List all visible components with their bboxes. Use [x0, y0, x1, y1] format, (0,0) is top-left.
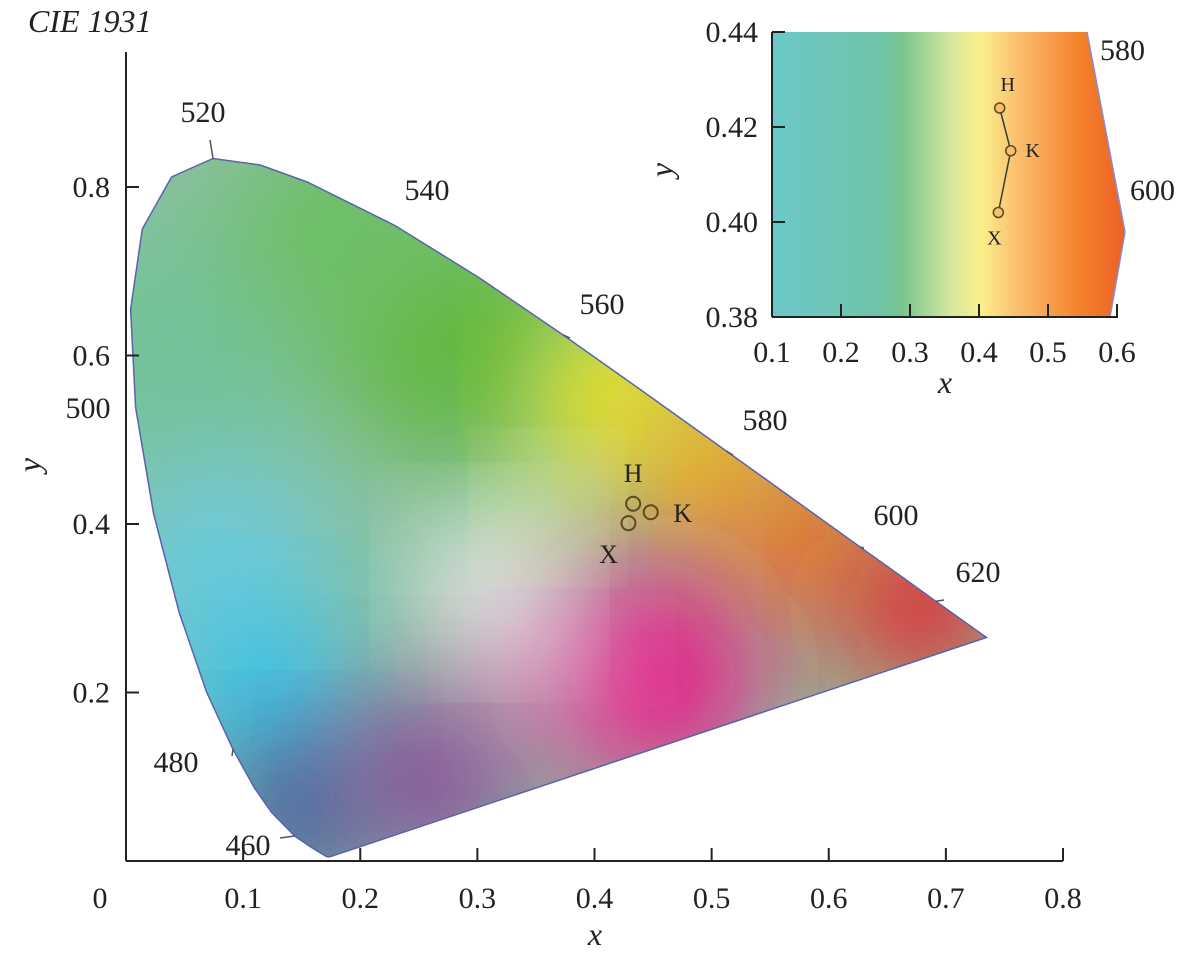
inset-x-tick-label: 0.3: [891, 336, 929, 369]
point-X: [620, 515, 637, 532]
x-tick-label: 0.8: [1044, 882, 1082, 915]
wavelength-tick: [725, 450, 734, 456]
wavelength-label: 580: [743, 404, 788, 437]
x-tick-label: 0.2: [342, 882, 380, 915]
inset-point-X: [992, 206, 1005, 219]
inset-y-axis-title: y: [643, 162, 679, 180]
spectral-locus: [129, 157, 989, 858]
inset-y-tick-label: 0.42: [706, 111, 759, 144]
inset-spectral-locus: [1086, 31, 1126, 318]
x-tick-label: 0.3: [459, 882, 497, 915]
wavelength-label: 560: [580, 288, 625, 321]
y-tick-label: 0.4: [73, 508, 111, 541]
wavelength-label: 520: [181, 96, 226, 129]
inset-wavelength-label: 580: [1100, 34, 1145, 67]
wavelength-label: 500: [66, 392, 111, 425]
x-axis-title: x: [587, 916, 602, 952]
wavelength-label: 460: [226, 829, 271, 862]
wavelength-tick: [935, 599, 945, 602]
inset-x-tick-label: 0.5: [1029, 336, 1067, 369]
wavelength-tick: [860, 546, 865, 549]
wavelength-tick: [231, 749, 234, 757]
wavelength-label: 600: [874, 499, 919, 532]
point-label: K: [673, 499, 692, 528]
inset-chart: 0.1 0.2 0.3 0.4 0.5 0.6 0.38 0.40 0.42 0.44 x y 5…: [643, 16, 1175, 400]
inset-y-tick-label: 0.38: [706, 301, 759, 334]
inset-point-label: H: [1000, 74, 1014, 96]
wavelength-label: 620: [956, 556, 1001, 589]
inset-x-tick-label: 0.1: [753, 336, 791, 369]
x-tick-label: 0: [93, 882, 108, 915]
point-label: H: [624, 459, 643, 488]
wavelength-label: 540: [405, 174, 450, 207]
main-axes: 0 0.1 0.2 0.3 0.4 0.5 0.6 0.7 0.8 0.2 0.4 0.6 0.8: [73, 52, 1082, 915]
inset-point-K: [1004, 145, 1017, 157]
chart-title: CIE 1931: [28, 3, 152, 39]
y-tick-label: 0.6: [73, 340, 111, 373]
wavelength-tick: [209, 139, 214, 159]
y-tick-label: 0.2: [73, 677, 111, 710]
y-tick-label: 0.8: [73, 171, 111, 204]
inset-wavelength-label: 600: [1130, 174, 1175, 207]
inset-point-label: K: [1026, 140, 1041, 162]
x-tick-label: 0.4: [576, 882, 614, 915]
inset-point-H: [993, 102, 1006, 114]
wavelength-tick: [562, 334, 571, 339]
inset-y-tick-label: 0.40: [706, 206, 759, 239]
inset-x-tick-label: 0.6: [1098, 336, 1136, 369]
x-tick-label: 0.1: [224, 882, 262, 915]
wavelength-label: 480: [154, 746, 199, 779]
wavelength-labels: 460 480 500 520 540 560 580 600 620: [66, 96, 1001, 862]
inset-x-tick-label: 0.4: [960, 336, 998, 369]
point-K: [642, 504, 659, 521]
inset-x-axis-title: x: [937, 364, 952, 400]
main-points: H K X: [599, 459, 692, 569]
point-H: [625, 495, 642, 512]
inset-y-tick-label: 0.44: [706, 16, 759, 49]
inset-gamut: [772, 32, 1125, 317]
y-axis-title: y: [11, 457, 47, 475]
x-tick-label: 0.5: [693, 882, 731, 915]
inset-x-tick-label: 0.2: [822, 336, 860, 369]
inset-point-label: X: [987, 228, 1002, 250]
point-label: X: [599, 540, 618, 569]
x-tick-label: 0.6: [810, 882, 848, 915]
x-tick-label: 0.7: [927, 882, 965, 915]
wavelength-tick: [279, 835, 295, 839]
